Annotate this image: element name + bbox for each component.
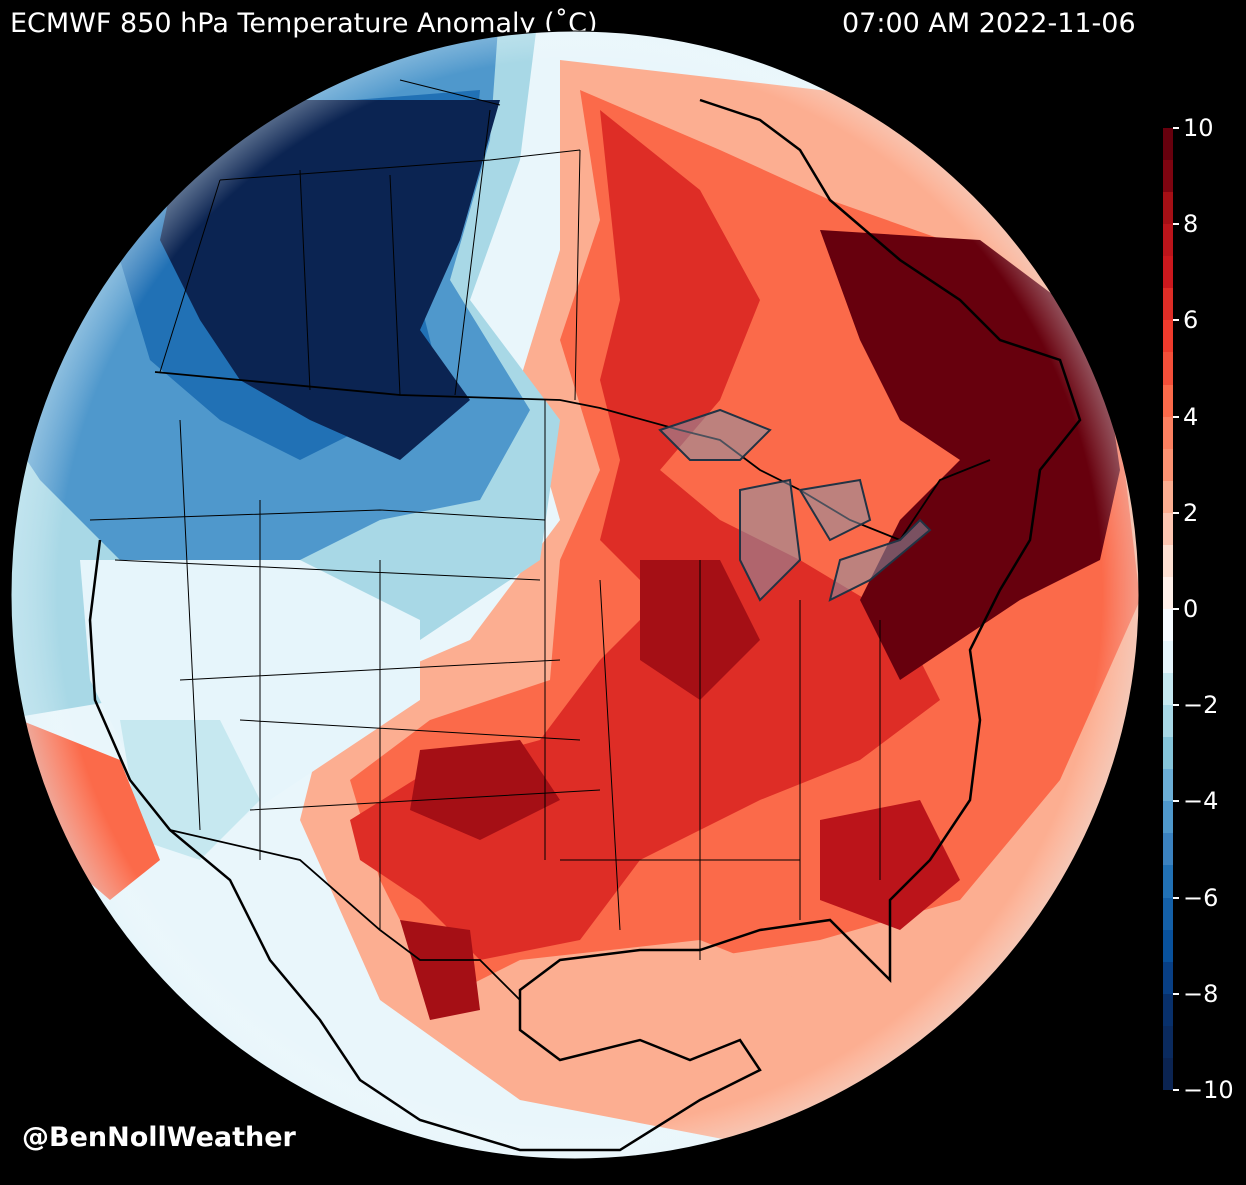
colorbar-swatch: [1163, 320, 1173, 353]
colorbar-swatch: [1163, 897, 1173, 930]
colorbar-swatch: [1163, 224, 1173, 257]
colorbar-tick-mark: [1173, 1089, 1179, 1091]
great-lakes: [658, 408, 932, 602]
colorbar-tick-label: −10: [1183, 1076, 1234, 1104]
colorbar-swatch: [1163, 576, 1173, 609]
colorbar-swatch: [1163, 929, 1173, 962]
colorbar-tick-mark: [1173, 704, 1179, 707]
colorbar-swatch: [1163, 737, 1173, 770]
colorbar-tick-label: 8: [1183, 210, 1199, 239]
colorbar-tick-label: −8: [1183, 979, 1219, 1008]
colorbar: [1163, 128, 1173, 1090]
province-borders: [159, 79, 581, 401]
colorbar-tick-mark: [1173, 319, 1179, 322]
colorbar-ticks: 10 8 6 4 2 0 −2 −4 −6 −8 −10: [1173, 114, 1243, 1104]
colorbar-tick: 6: [1173, 305, 1243, 335]
colorbar-swatch: [1163, 160, 1173, 193]
colorbar-swatch: [1163, 384, 1173, 417]
colorbar-tick: 2: [1173, 498, 1243, 528]
colorbar-tick: 8: [1173, 209, 1243, 239]
colorbar-swatch: [1163, 480, 1173, 513]
map-title: ECMWF 850 hPa Temperature Anomaly (˚C): [10, 8, 598, 39]
colorbar-tick-mark: [1173, 896, 1179, 899]
colorbar-tick: 4: [1173, 402, 1243, 432]
globe-map: [10, 30, 1140, 1160]
map-outlines: [88, 79, 1082, 1152]
colorbar-tick-mark: [1173, 608, 1179, 610]
colorbar-swatch: [1163, 769, 1173, 802]
colorbar-tick-label: 0: [1183, 595, 1199, 623]
colorbar-tick: 0: [1173, 594, 1243, 624]
colorbar-tick-mark: [1173, 511, 1179, 514]
colorbar-swatch: [1163, 256, 1173, 289]
us-mexico-border: [169, 829, 521, 1001]
colorbar-tick-mark: [1173, 415, 1179, 418]
coastline: [88, 98, 1082, 1152]
colorbar-tick-mark: [1173, 127, 1179, 129]
colorbar-tick-label: 6: [1183, 306, 1199, 335]
colorbar-swatch: [1163, 608, 1173, 641]
colorbar-swatch: [1163, 352, 1173, 385]
valid-time: 07:00 AM 2022-11-06: [842, 8, 1136, 39]
colorbar-tick-label: −4: [1183, 787, 1219, 816]
colorbar-swatch: [1163, 993, 1173, 1026]
colorbar-swatch: [1163, 1057, 1173, 1090]
colorbar-tick: −2: [1173, 690, 1243, 720]
colorbar-tick: −6: [1173, 883, 1243, 913]
colorbar-tick-label: 4: [1183, 402, 1199, 431]
colorbar-swatch: [1163, 512, 1173, 545]
colorbar-tick-mark: [1173, 223, 1179, 226]
colorbar-tick-label: 10: [1183, 114, 1214, 142]
colorbar-swatch: [1163, 416, 1173, 449]
colorbar-tick-label: 2: [1183, 498, 1199, 527]
colorbar-tick-mark: [1173, 800, 1179, 803]
watermark: @BenNollWeather: [22, 1122, 296, 1153]
colorbar-swatch: [1163, 641, 1173, 674]
state-borders: [89, 400, 881, 960]
colorbar-swatch: [1163, 865, 1173, 898]
colorbar-tick: 10: [1173, 113, 1243, 143]
colorbar-tick-label: −2: [1183, 691, 1219, 720]
colorbar-swatch: [1163, 833, 1173, 866]
colorbar-swatch: [1163, 544, 1173, 577]
colorbar-swatch: [1163, 673, 1173, 706]
colorbar-tick: −10: [1173, 1075, 1243, 1105]
colorbar-tick: −4: [1173, 786, 1243, 816]
colorbar-tick-label: −6: [1183, 883, 1219, 912]
colorbar-swatch: [1163, 705, 1173, 738]
colorbar-swatch: [1163, 128, 1173, 161]
colorbar-swatch: [1163, 192, 1173, 225]
colorbar-swatch: [1163, 1025, 1173, 1058]
colorbar-swatch: [1163, 448, 1173, 481]
anomaly-field: [11, 31, 1139, 1159]
colorbar-swatch: [1163, 288, 1173, 321]
colorbar-swatch: [1163, 961, 1173, 994]
colorbar-tick-mark: [1173, 992, 1179, 995]
colorbar-swatch: [1163, 801, 1173, 834]
colorbar-tick: −8: [1173, 979, 1243, 1009]
